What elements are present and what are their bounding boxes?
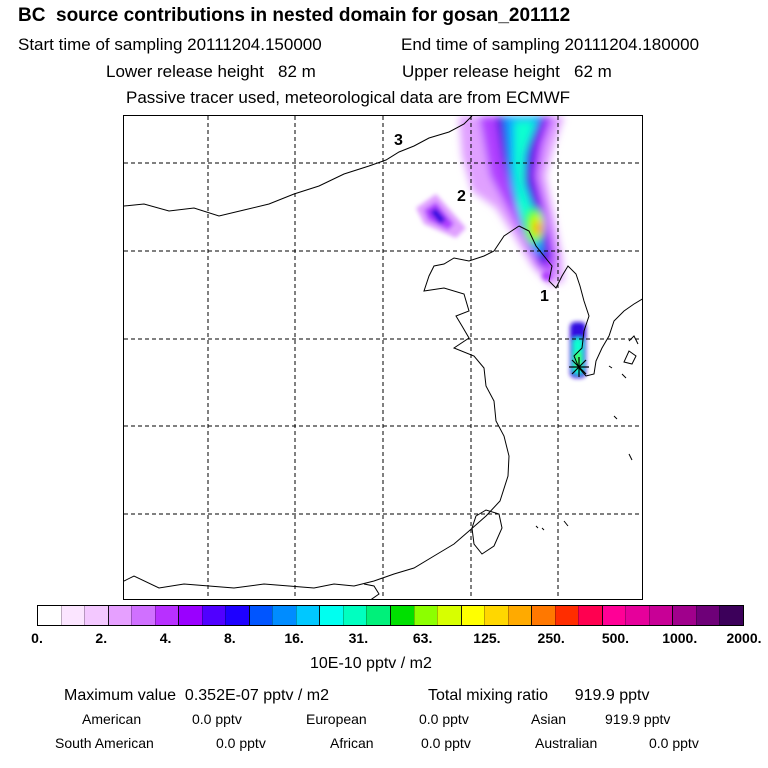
colorbar-segment [695, 606, 720, 625]
colorbar-segment [60, 606, 85, 625]
american-value: 0.0 pptv [192, 711, 242, 727]
colorbar-segment [625, 606, 649, 625]
colorbar-segment [154, 606, 179, 625]
european-value: 0.0 pptv [419, 711, 469, 727]
colorbar-segment [601, 606, 626, 625]
colorbar-segment [107, 606, 132, 625]
colorbar-segment [248, 606, 273, 625]
colorbar-tick-label: 2000. [726, 630, 762, 646]
colorbar-segment [366, 606, 390, 625]
colorbar-segment [554, 606, 579, 625]
colorbar-segment [38, 606, 61, 625]
china-coastline [124, 225, 520, 589]
concentration-plume [416, 116, 586, 378]
african-value: 0.0 pptv [421, 735, 471, 751]
colorbar-segment [719, 606, 743, 625]
colorbar-tick-label: 1000. [662, 630, 698, 646]
colorbar-segment [531, 606, 555, 625]
trajectory-label-2: 2 [457, 188, 466, 205]
colorbar-unit: 10E-10 pptv / m2 [310, 655, 432, 672]
end-time-label: End time of sampling 20111204.180000 [401, 35, 700, 54]
graticule [124, 116, 642, 599]
plot-title: BC source contributions in nested domain… [18, 5, 571, 26]
start-time-label: Start time of sampling 20111204.150000 [18, 35, 322, 54]
map-canvas: 1 2 3 [124, 116, 642, 599]
colorbar-tick-label: 4. [159, 630, 172, 646]
american-label: American [82, 711, 142, 727]
colorbar-tick-label: 31. [348, 630, 369, 646]
korean-peninsula-coastline [518, 225, 642, 377]
african-label: African [330, 735, 374, 751]
colorbar-tick-label: 2. [95, 630, 108, 646]
receptor-star-icon [569, 357, 589, 377]
colorbar-tick-label: 0. [31, 630, 43, 646]
colorbar-segment [272, 606, 296, 625]
european-label: European [306, 711, 367, 727]
colorbar-segment [342, 606, 367, 625]
colorbar [37, 605, 744, 626]
lower-release-label: Lower release height 82 m [106, 62, 316, 81]
colorbar-segment [319, 606, 343, 625]
colorbar-segment [225, 606, 249, 625]
colorbar-segment [578, 606, 602, 625]
max-value-label: Maximum value 0.352E-07 pptv / m2 [64, 687, 330, 704]
plume-peak [536, 225, 540, 231]
colorbar-segment [460, 606, 485, 625]
colorbar-segment [437, 606, 461, 625]
colorbar-segment [484, 606, 508, 625]
plume-west-core [430, 208, 446, 224]
colorbar-tick-label: 16. [284, 630, 304, 646]
colorbar-segment [131, 606, 155, 625]
trajectory-label-1: 1 [540, 288, 549, 305]
colorbar-segment [84, 606, 108, 625]
colorbar-segment [672, 606, 696, 625]
colorbar-segment [295, 606, 320, 625]
australian-value: 0.0 pptv [649, 735, 699, 751]
colorbar-tick-label: 8. [223, 630, 236, 646]
australian-label: Australian [535, 735, 598, 751]
colorbar-segment [648, 606, 673, 625]
south-american-value: 0.0 pptv [216, 735, 266, 751]
colorbar-segment [413, 606, 438, 625]
colorbar-segment [507, 606, 532, 625]
colorbar-tick-label: 125. [473, 630, 501, 646]
colorbar-segment [178, 606, 202, 625]
south-american-label: South American [55, 735, 154, 751]
taiwan-coastline [471, 509, 503, 555]
hainan-coastline [363, 583, 380, 599]
asian-label: Asian [531, 711, 567, 727]
colorbar-tick-label: 63. [412, 630, 433, 646]
asian-value: 919.9 pptv [605, 711, 671, 727]
upper-release-label: Upper release height 62 m [402, 62, 612, 81]
colorbar-tick-label: 250. [537, 630, 565, 646]
trajectory-label-3: 3 [394, 132, 403, 149]
map-panel: 1 2 3 [123, 115, 643, 600]
colorbar-segment [201, 606, 226, 625]
colorbar-segment [389, 606, 414, 625]
coastlines [124, 116, 642, 599]
total-mixing-label: Total mixing ratio 919.9 pptv [428, 687, 650, 704]
colorbar-tick-label: 500. [601, 630, 630, 646]
tracer-note: Passive tracer used, meteorological data… [126, 88, 571, 107]
islands [535, 365, 633, 531]
northern-boundary-line [124, 116, 473, 217]
japan-coastline [623, 335, 639, 365]
